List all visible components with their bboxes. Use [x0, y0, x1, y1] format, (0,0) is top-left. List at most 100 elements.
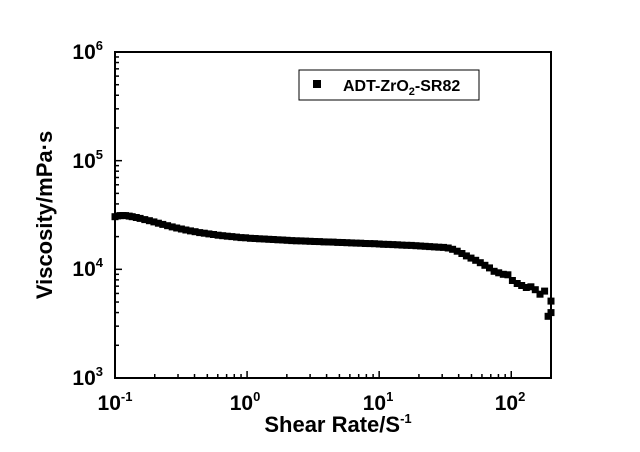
data-point: [223, 232, 231, 240]
data-point: [348, 239, 356, 247]
data-point: [251, 235, 259, 242]
data-point: [412, 242, 420, 250]
data-point: [458, 250, 466, 257]
data-point: [265, 235, 273, 243]
data-point: [504, 271, 512, 279]
data-point: [380, 240, 388, 248]
data-point: [320, 238, 328, 246]
data-point: [210, 231, 217, 238]
data-point: [522, 284, 530, 291]
data-point: [449, 245, 457, 253]
data-point: [269, 236, 277, 243]
data-point: [306, 237, 314, 245]
data-point: [159, 220, 167, 228]
data-points: [111, 212, 555, 320]
data-point: [132, 214, 140, 221]
data-point: [430, 243, 438, 251]
data-point: [486, 264, 493, 272]
data-point: [233, 233, 240, 241]
data-point: [462, 252, 470, 260]
data-point: [154, 219, 162, 227]
data-point: [255, 235, 263, 243]
x-tick-label: 101: [363, 389, 394, 415]
data-point: [508, 277, 516, 284]
plot-frame: [114, 51, 552, 379]
data-point: [315, 238, 323, 246]
data-point: [288, 237, 296, 245]
data-point: [547, 297, 555, 305]
x-tick-label: 100: [230, 389, 261, 415]
data-point: [128, 213, 136, 221]
x-tick-label: 102: [495, 389, 526, 415]
data-point: [435, 243, 443, 251]
data-point: [440, 243, 447, 251]
data-point: [274, 236, 282, 244]
data-point: [426, 243, 434, 251]
data-point: [384, 240, 392, 248]
data-point: [421, 242, 429, 250]
data-point: [361, 240, 369, 247]
data-point: [334, 238, 342, 246]
data-point: [141, 216, 149, 224]
data-point: [297, 237, 305, 245]
y-tick-label: 104: [72, 255, 103, 281]
data-point: [467, 254, 475, 262]
data-point: [219, 232, 227, 240]
y-tick-label: 103: [72, 364, 103, 390]
data-point: [444, 244, 452, 252]
data-point: [453, 247, 461, 255]
data-point: [352, 239, 360, 247]
data-point: [214, 231, 222, 239]
data-point: [164, 222, 172, 230]
data-point: [472, 256, 480, 264]
data-point: [168, 223, 176, 231]
data-point: [302, 237, 309, 245]
data-point: [518, 282, 526, 289]
data-point: [544, 312, 552, 320]
y-tick-label: 105: [72, 147, 103, 173]
data-point: [531, 286, 539, 294]
legend-marker: [313, 80, 321, 88]
data-point: [311, 238, 319, 245]
data-point: [495, 269, 503, 277]
data-point: [242, 234, 250, 242]
data-point: [329, 238, 337, 246]
data-point: [366, 240, 374, 248]
data-point: [490, 267, 498, 275]
data-point: [375, 240, 383, 248]
data-point: [541, 287, 549, 295]
data-point: [407, 241, 415, 249]
data-point: [279, 236, 287, 244]
data-point: [200, 229, 208, 237]
data-point: [283, 236, 291, 244]
axis-ticks: [114, 51, 552, 379]
data-point: [499, 270, 507, 278]
data-point: [150, 218, 158, 226]
y-tick-label: 106: [72, 38, 103, 64]
data-point: [389, 241, 397, 249]
data-point: [338, 239, 346, 246]
data-point: [145, 217, 153, 225]
legend-box: [298, 69, 480, 101]
legend: ADT-ZrO2-SR82: [298, 69, 480, 101]
data-point: [371, 240, 378, 248]
data-point: [398, 241, 406, 249]
data-point: [260, 235, 268, 243]
x-tick-label: 10-1: [98, 389, 133, 415]
x-axis-title: Shear Rate/S-1: [264, 411, 411, 437]
data-point: [403, 241, 411, 249]
data-point: [292, 237, 300, 245]
data-point: [513, 280, 521, 287]
data-point: [476, 259, 484, 267]
data-point: [357, 239, 365, 247]
data-point: [417, 242, 425, 250]
data-point: [228, 233, 236, 241]
data-point: [394, 241, 402, 249]
data-point: [122, 212, 129, 220]
data-point: [182, 226, 190, 234]
data-point: [536, 290, 544, 298]
data-point: [196, 229, 204, 237]
data-point: [527, 283, 535, 291]
data-point: [547, 309, 555, 317]
